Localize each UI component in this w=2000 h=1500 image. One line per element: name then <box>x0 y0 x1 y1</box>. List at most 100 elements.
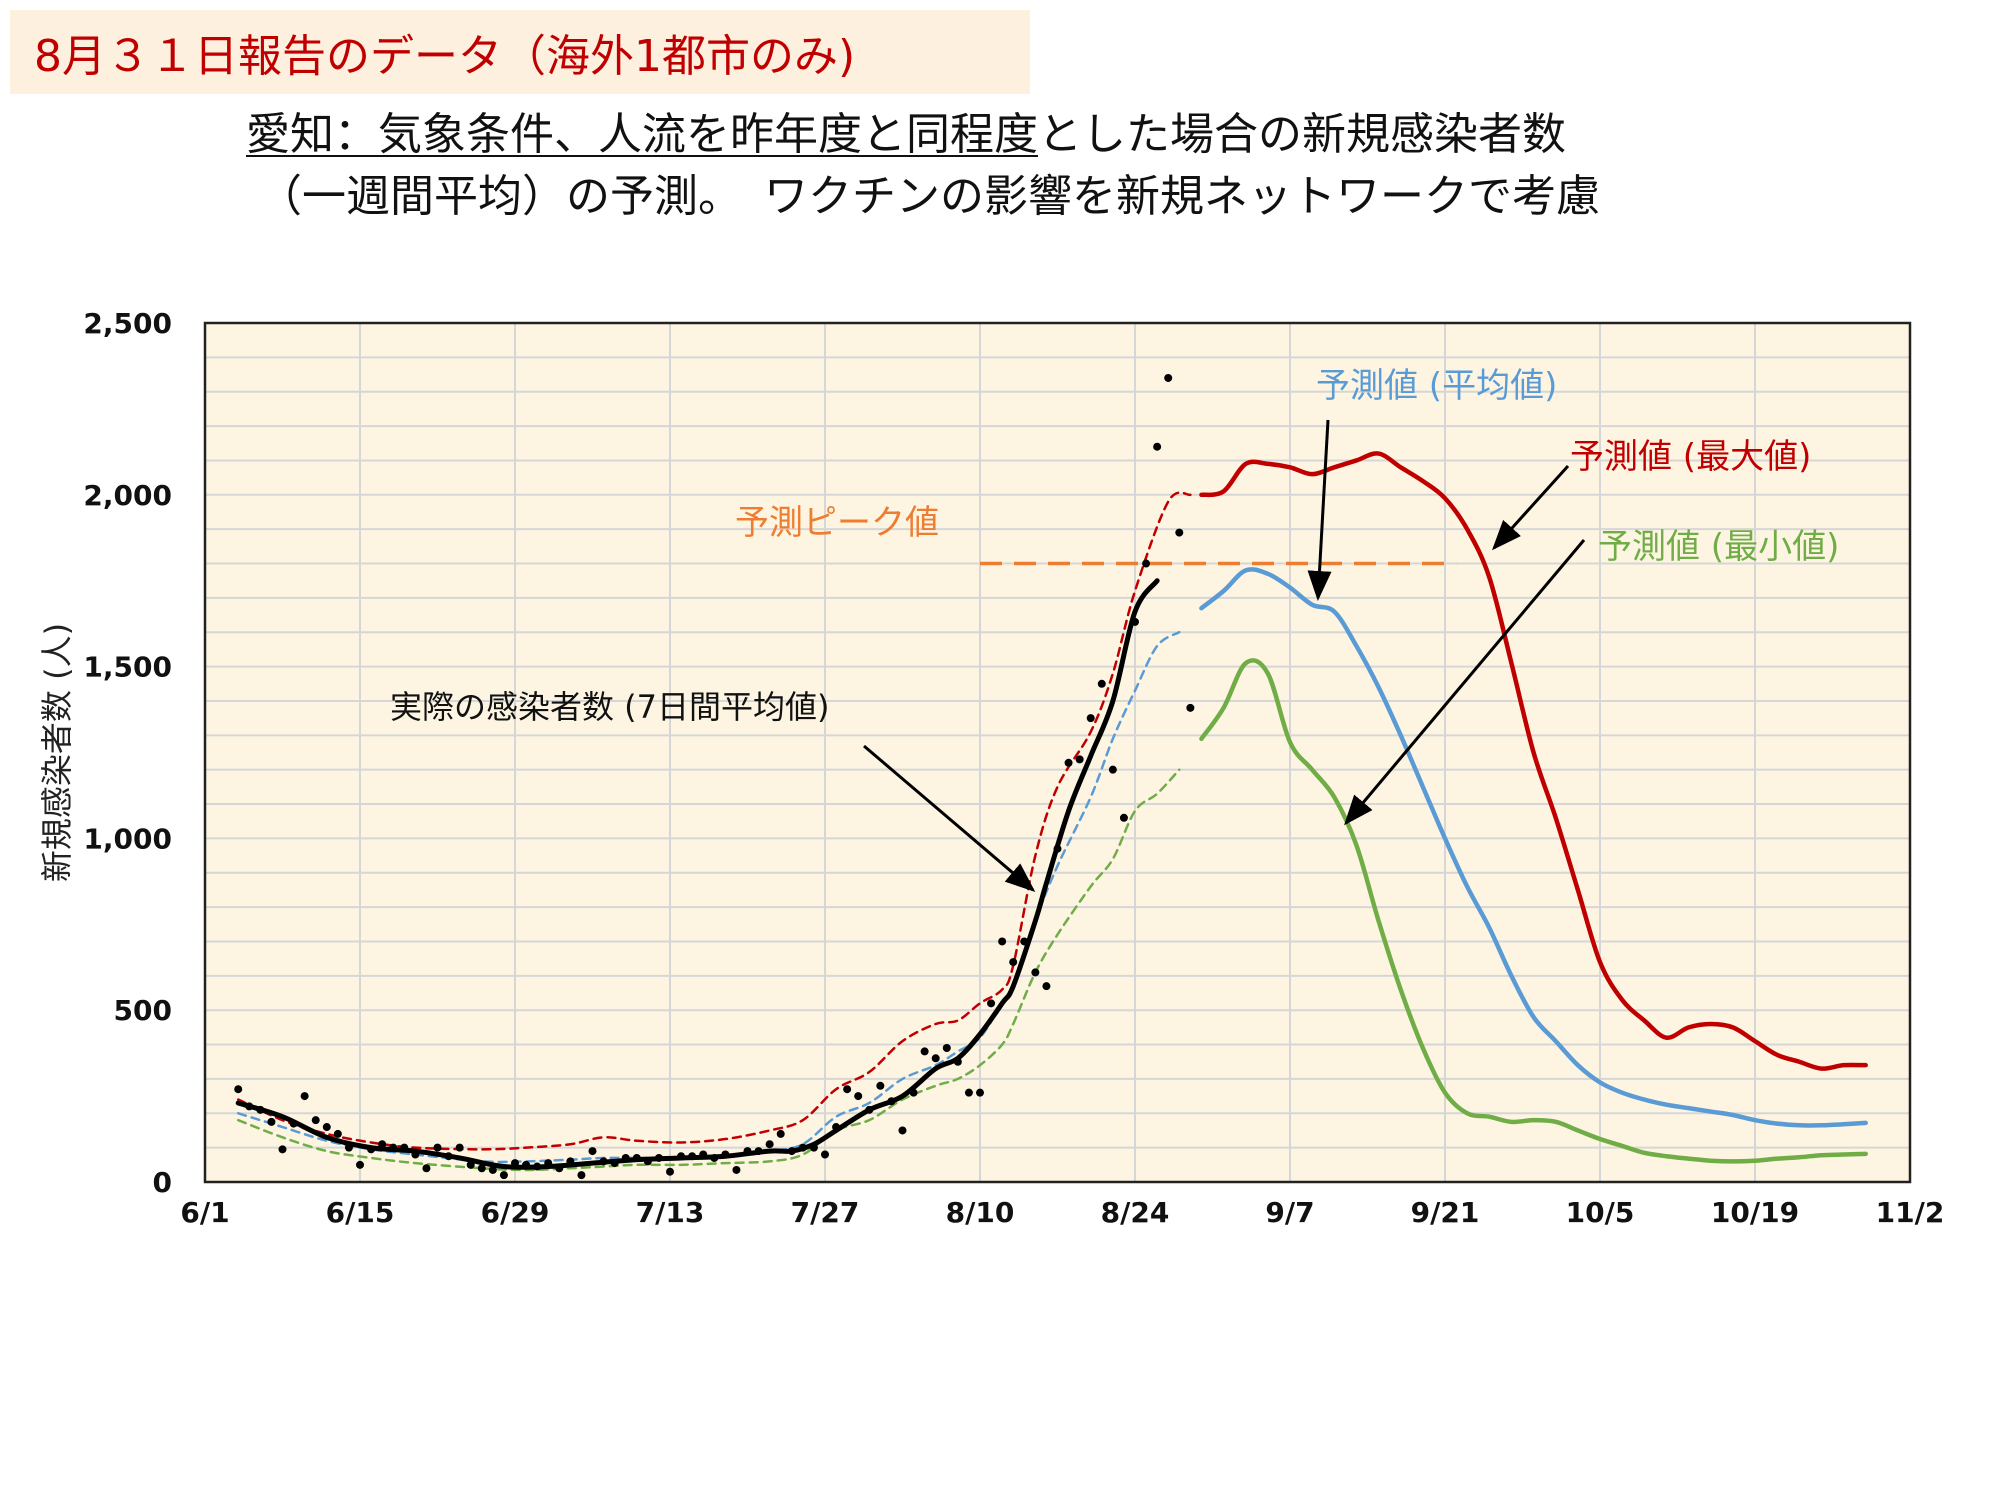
daily-case-point <box>821 1150 829 1159</box>
x-tick-label: 10/5 <box>1566 1196 1635 1229</box>
daily-case-point <box>1031 968 1040 977</box>
daily-case-point <box>1064 758 1073 767</box>
daily-case-point <box>632 1153 641 1162</box>
daily-case-point <box>765 1140 774 1149</box>
daily-case-point <box>942 1043 951 1052</box>
y-tick-label: 1,000 <box>83 822 172 855</box>
daily-case-point <box>1119 813 1128 822</box>
min-annotation-arrow <box>1344 539 1586 826</box>
daily-case-point <box>1009 958 1018 967</box>
x-tick-label: 9/7 <box>1265 1196 1314 1229</box>
x-tick-label: 6/29 <box>481 1196 550 1229</box>
daily-case-point <box>865 1105 874 1114</box>
daily-case-point <box>953 1057 962 1066</box>
daily-case-point <box>1053 844 1062 853</box>
headline-line-1: 愛知：気象条件、人流を昨年度と同程度とした場合の新規感染者数 <box>246 98 1566 162</box>
daily-case-point <box>245 1102 254 1111</box>
daily-case-point <box>1131 617 1139 626</box>
daily-case-point <box>754 1147 763 1156</box>
series-line-min-fit <box>236 768 1181 1172</box>
mean-annotation-label: 予測値 (平均値) <box>1316 366 1557 406</box>
slide-label-banner: 8月３１日報告のデータ（海外1都市のみ) <box>10 10 1030 94</box>
daily-case-point <box>1153 442 1162 451</box>
actual-annotation-label: 実際の感染者数 (7日間平均値) <box>390 688 830 726</box>
peak-annotation-label: 予測ピーク値 <box>735 503 939 543</box>
daily-case-point <box>599 1157 608 1166</box>
daily-case-point <box>511 1159 519 1168</box>
daily-case-point <box>300 1092 309 1101</box>
daily-case-point <box>920 1047 929 1056</box>
daily-case-point <box>854 1092 863 1101</box>
daily-case-point <box>344 1143 353 1152</box>
daily-case-point <box>333 1129 342 1138</box>
daily-case-point <box>378 1140 387 1149</box>
daily-case-point <box>356 1160 364 1169</box>
daily-case-point <box>898 1126 907 1135</box>
daily-case-point <box>1075 755 1084 764</box>
daily-case-point <box>289 1119 298 1128</box>
daily-case-point <box>1097 679 1106 688</box>
daily-case-point <box>677 1152 686 1161</box>
slide-label-text: 8月３１日報告のデータ（海外1都市のみ) <box>34 31 856 82</box>
y-tick-label: 0 <box>153 1166 172 1199</box>
daily-case-point <box>1042 982 1051 991</box>
y-axis-label: 新規感染者数 (人) <box>38 623 76 882</box>
daily-case-point <box>776 1129 785 1138</box>
y-tick-label: 2,000 <box>83 479 172 512</box>
daily-case-point <box>455 1143 464 1152</box>
series-line-max-fit <box>236 491 1192 1151</box>
plot-area <box>205 323 1910 1182</box>
daily-case-point <box>721 1150 730 1159</box>
daily-case-point <box>643 1157 652 1166</box>
y-tick-label: 1,500 <box>83 651 172 684</box>
x-tick-label: 9/21 <box>1411 1196 1480 1229</box>
x-tick-label: 8/10 <box>946 1196 1015 1229</box>
daily-case-point <box>688 1152 697 1161</box>
x-tick-label: 6/15 <box>326 1196 395 1229</box>
daily-case-point <box>710 1153 719 1162</box>
daily-case-point <box>1086 714 1095 723</box>
x-tick-label: 8/24 <box>1101 1196 1170 1229</box>
daily-case-point <box>610 1159 619 1168</box>
daily-case-point <box>1164 373 1173 382</box>
x-tick-label: 7/27 <box>791 1196 860 1229</box>
daily-case-point <box>809 1143 818 1152</box>
daily-case-point <box>522 1160 531 1169</box>
daily-case-point <box>964 1088 973 1097</box>
daily-case-point <box>466 1160 475 1169</box>
daily-case-point <box>976 1088 984 1097</box>
daily-case-point <box>544 1159 553 1168</box>
daily-case-point <box>588 1147 597 1156</box>
daily-case-point <box>832 1123 841 1132</box>
daily-case-point <box>311 1116 320 1125</box>
series-line-mean <box>1199 567 1868 1128</box>
daily-case-point <box>256 1105 265 1114</box>
x-tick-label: 10/19 <box>1711 1196 1799 1229</box>
daily-case-point <box>488 1165 497 1174</box>
headline-underlined-part: 愛知：気象条件、人流を昨年度と同程度 <box>246 109 1038 160</box>
daily-case-point <box>876 1081 885 1090</box>
daily-case-point <box>699 1150 708 1159</box>
y-tick-label: 2,500 <box>83 307 172 340</box>
plot-frame <box>203 321 1912 1184</box>
headline-rest-part: とした場合の新規感染者数 <box>1038 109 1566 160</box>
series-line-min <box>1199 658 1868 1164</box>
daily-case-point <box>621 1153 630 1162</box>
daily-case-point <box>666 1167 674 1176</box>
daily-case-point <box>477 1164 486 1173</box>
daily-case-point <box>389 1143 398 1152</box>
min-annotation-label: 予測値 (最小値) <box>1598 527 1839 567</box>
mean-annotation-arrow <box>1307 419 1332 601</box>
x-tick-label: 7/13 <box>636 1196 705 1229</box>
daily-case-point <box>1108 765 1117 774</box>
daily-case-point <box>732 1165 741 1174</box>
daily-case-point <box>422 1164 431 1173</box>
daily-case-point <box>400 1143 409 1152</box>
daily-case-point <box>843 1085 852 1094</box>
daily-case-point <box>322 1123 331 1132</box>
daily-case-point <box>987 999 996 1008</box>
daily-case-point <box>1186 703 1195 712</box>
daily-case-point <box>743 1147 752 1156</box>
daily-case-point <box>533 1162 542 1171</box>
